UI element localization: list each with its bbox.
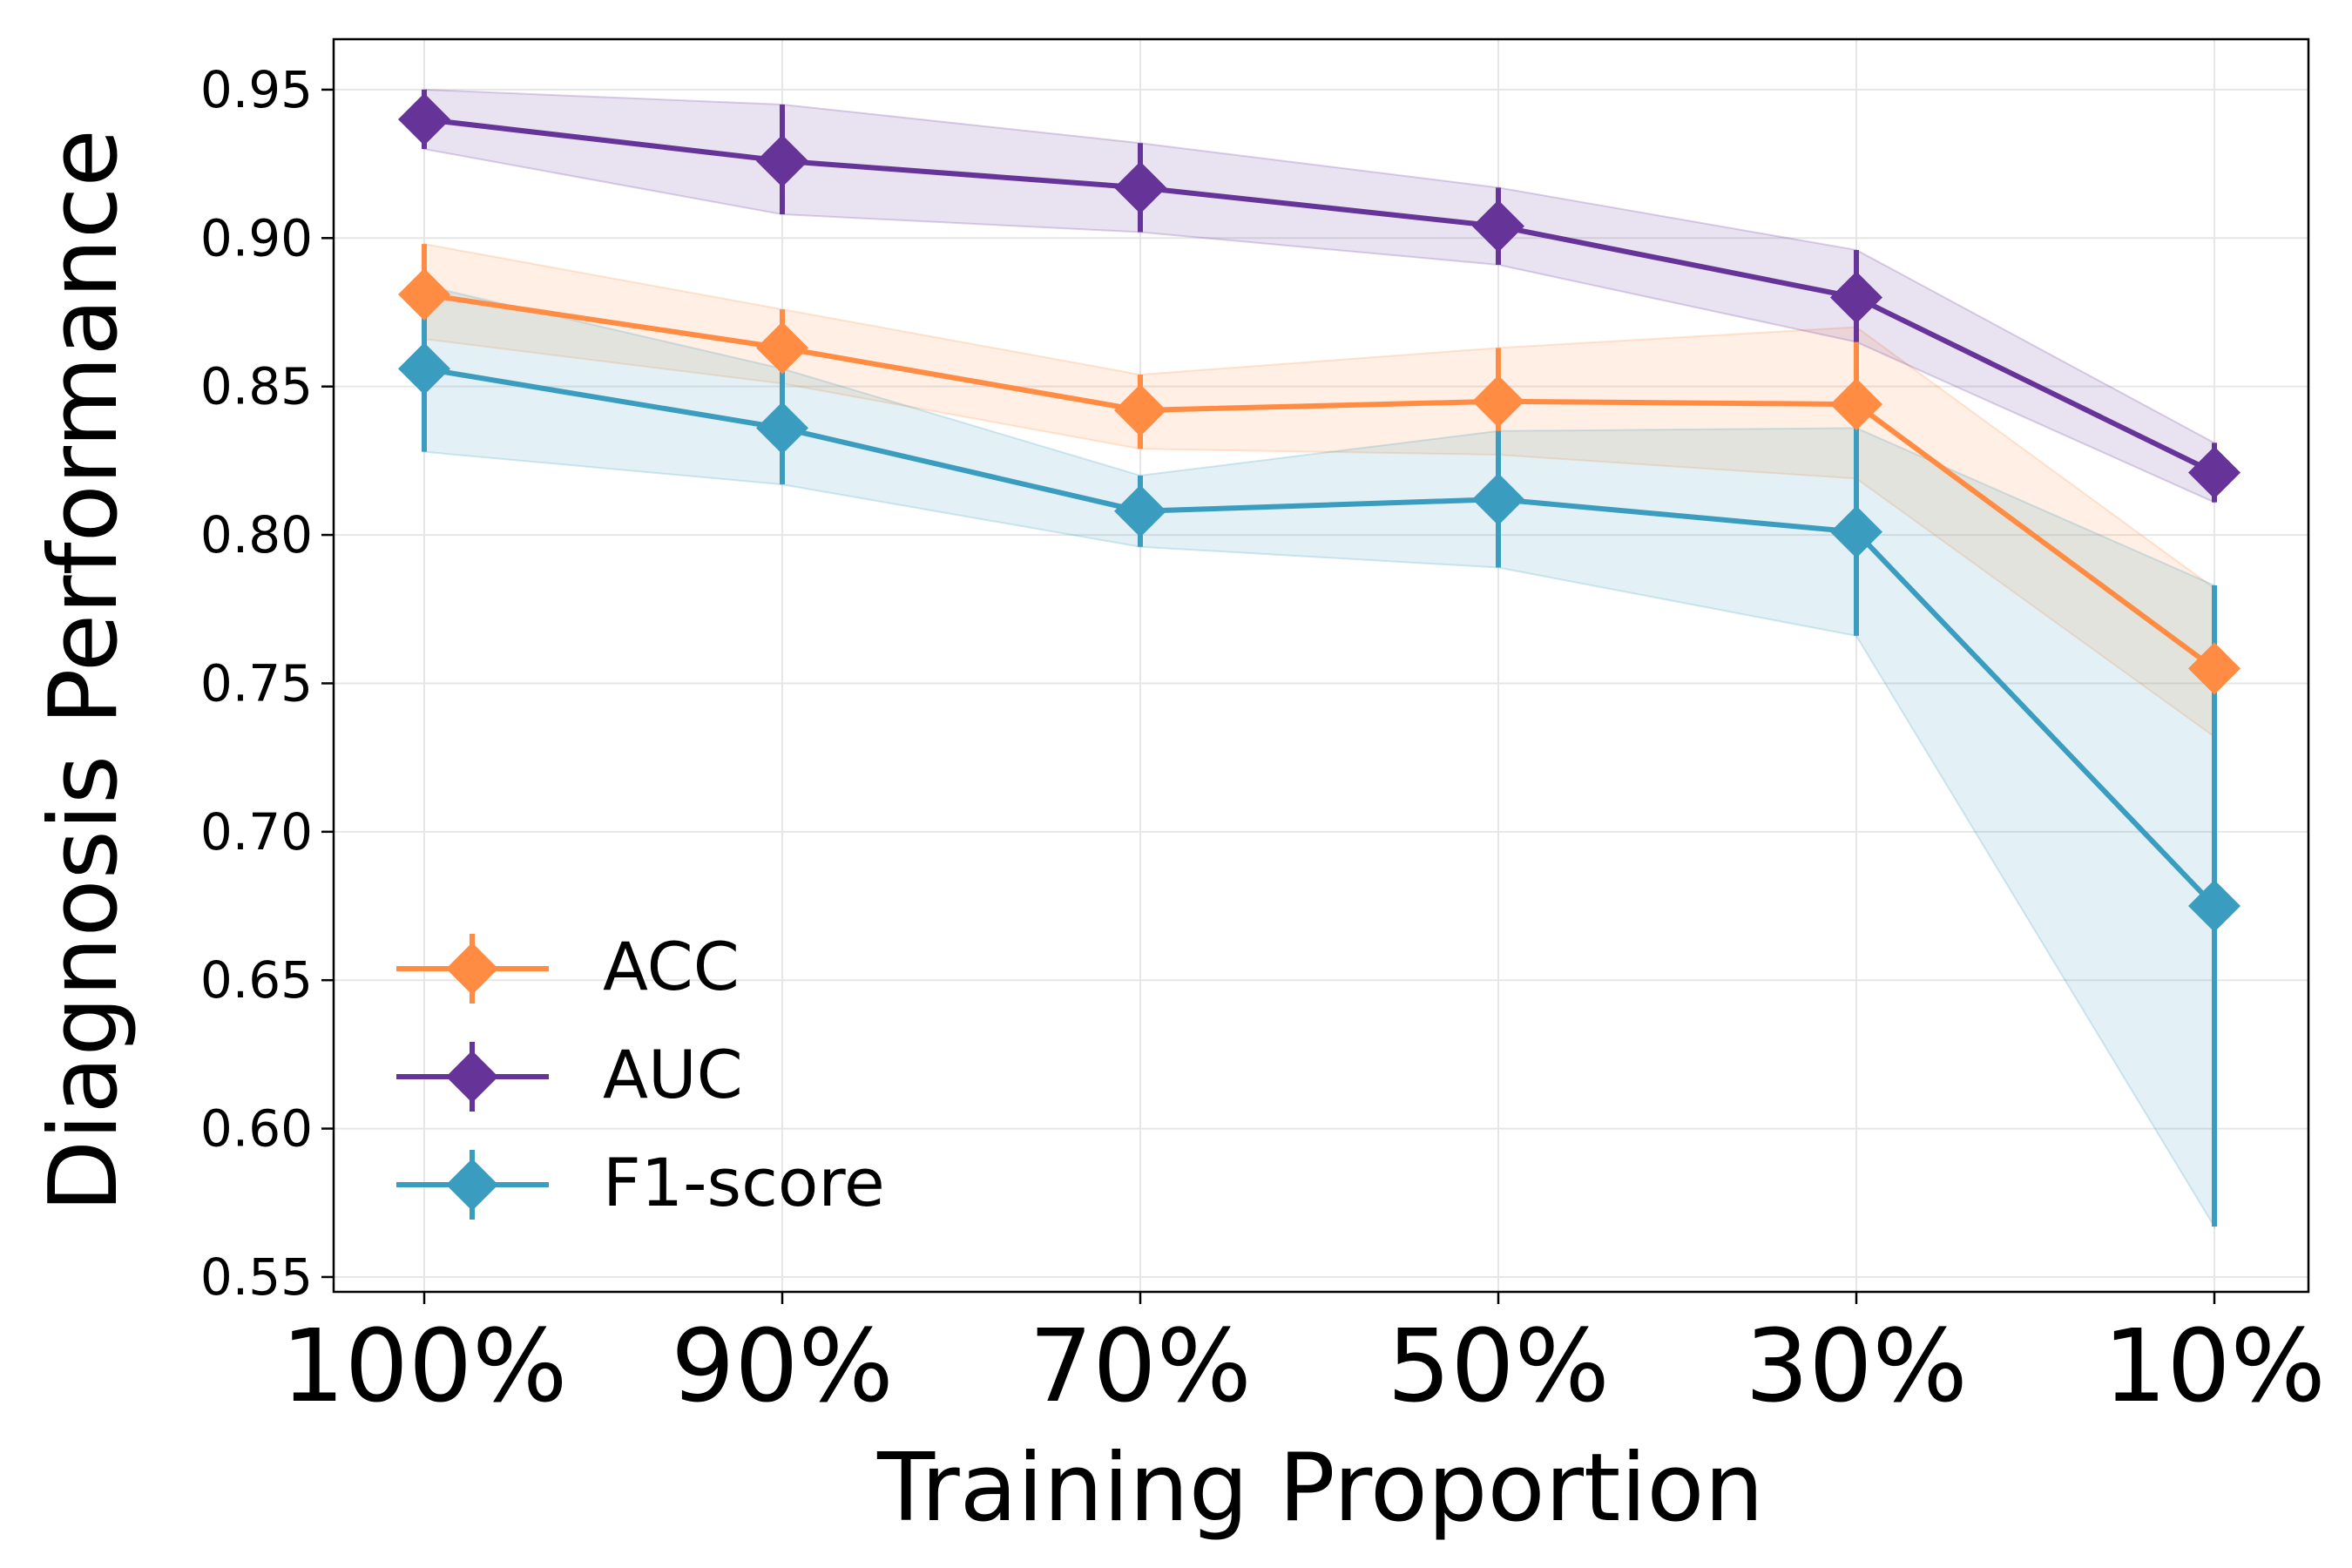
acc-point	[1114, 383, 1166, 436]
y-tick-label: 0.90	[200, 208, 313, 267]
auc-point	[1114, 161, 1166, 214]
y-axis: 0.55 0.60 0.65 0.70 0.75 0.80 0.85 0.90 0.95	[200, 60, 334, 1307]
auc-point	[1830, 271, 1882, 324]
legend-auc-label: AUC	[603, 1036, 743, 1113]
gridlines	[334, 39, 2308, 1292]
f1-score-point	[756, 402, 808, 455]
x-tick-label: 30%	[1745, 1308, 1968, 1425]
series-lines	[423, 117, 2217, 909]
x-tick-label: 50%	[1387, 1308, 1610, 1425]
x-tick-label: 100%	[281, 1308, 568, 1425]
x-tick-label: 10%	[2103, 1308, 2326, 1425]
y-tick-label: 0.60	[200, 1099, 313, 1159]
f1-score-point	[1114, 484, 1166, 537]
plot-frame	[332, 37, 2310, 1294]
x-axis: 100% 90% 70% 50% 30% 10%	[281, 1292, 2326, 1425]
f1-score-point	[2188, 880, 2240, 933]
plot-area	[334, 39, 2308, 1292]
acc-point	[1472, 375, 1524, 428]
data-markers	[398, 93, 2240, 933]
acc-point	[398, 268, 450, 321]
acc-point	[756, 321, 808, 375]
y-tick-label: 0.95	[200, 60, 313, 119]
acc-point	[1830, 378, 1882, 431]
legend-auc-marker	[446, 1051, 498, 1103]
y-tick-label: 0.85	[200, 357, 313, 416]
legend-acc-marker	[446, 943, 498, 995]
x-tick-label: 70%	[1029, 1308, 1252, 1425]
x-tick-label: 90%	[671, 1308, 894, 1425]
acc-point	[2188, 642, 2240, 695]
auc-point	[2188, 446, 2240, 499]
f1-score-point	[398, 342, 450, 395]
legend-f1-score-label: F1-score	[603, 1144, 885, 1221]
y-tick-label: 0.75	[200, 653, 313, 713]
auc-line	[423, 117, 2216, 476]
y-tick-label: 0.55	[200, 1247, 313, 1307]
acc-line	[423, 292, 2216, 671]
auc-point	[1472, 199, 1524, 253]
legend-f1-score-marker	[446, 1159, 498, 1211]
auc-point	[398, 93, 450, 146]
y-tick-label: 0.70	[200, 802, 313, 862]
y-tick-label: 0.80	[200, 505, 313, 564]
x-axis-label: Training Proportion	[876, 1434, 1764, 1543]
legend: ACC AUC F1-score	[396, 928, 885, 1221]
legend-acc-label: ACC	[603, 928, 740, 1005]
f1-score-point	[1830, 505, 1882, 558]
y-tick-label: 0.65	[200, 950, 313, 1010]
f1-score-line	[423, 366, 2217, 909]
f1-score-point	[1472, 473, 1524, 526]
auc-point	[756, 134, 808, 187]
y-axis-label: Diagnosis Performance	[30, 129, 139, 1213]
